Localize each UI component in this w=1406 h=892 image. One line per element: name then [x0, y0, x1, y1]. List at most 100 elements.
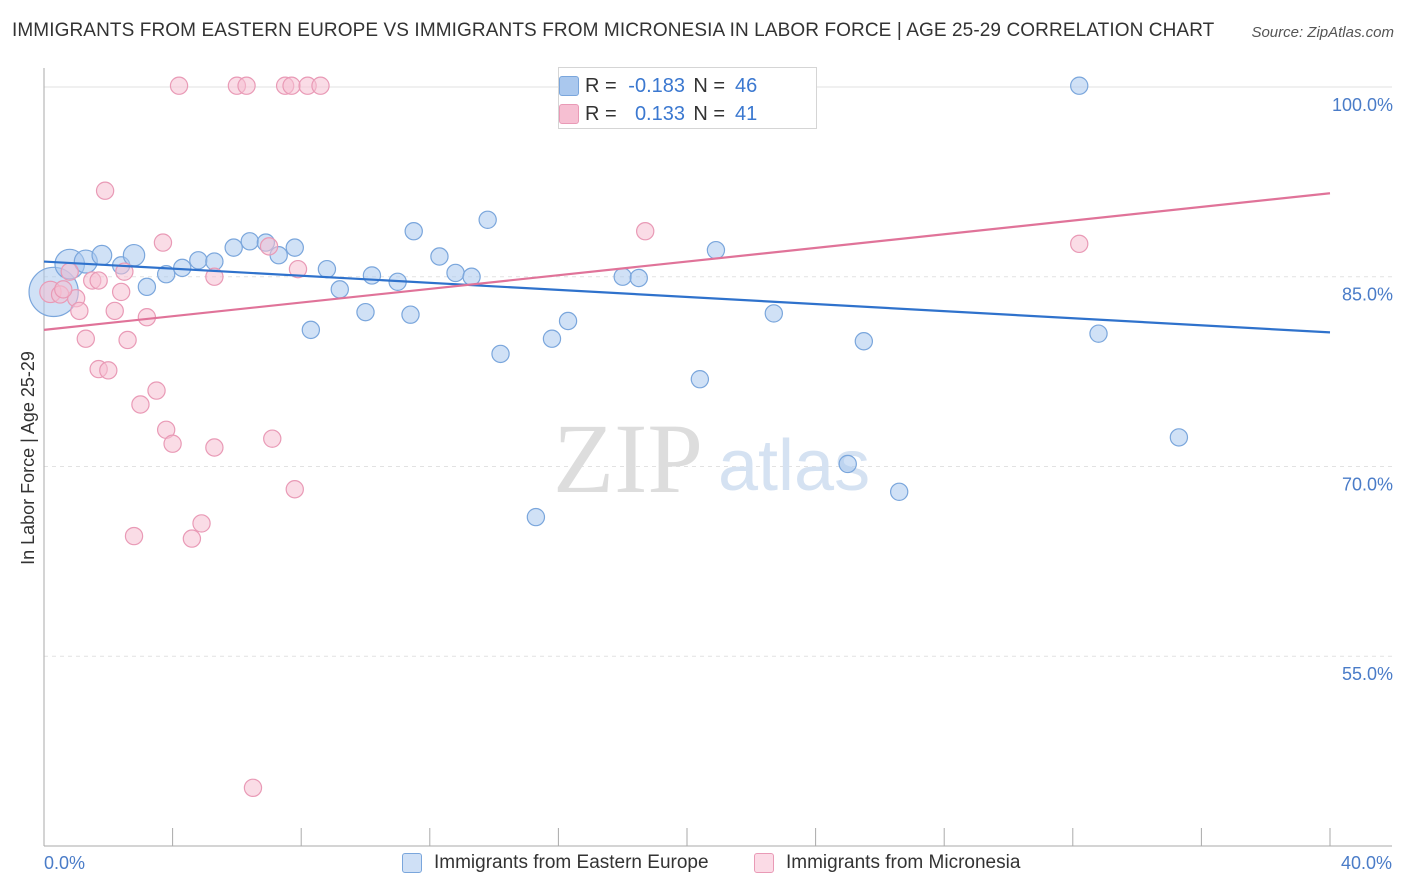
data-point-eastern-europe — [156, 265, 176, 284]
legend-r-label: R = — [585, 74, 617, 97]
legend-swatch-blue — [559, 76, 579, 96]
data-point-eastern-europe — [137, 277, 157, 297]
watermark-zip: ZIP — [553, 403, 703, 514]
data-point-micronesia — [115, 262, 134, 281]
data-point-eastern-europe — [838, 454, 857, 474]
grid-layer — [44, 86, 1392, 657]
legend-r-label: R = — [585, 102, 617, 125]
legend-n-label: N = — [693, 102, 725, 125]
legend-item-micronesia: Immigrants from Micronesia — [754, 852, 1020, 874]
data-point-eastern-europe — [356, 302, 375, 322]
labels-layer: 100.0% 85.0% 70.0% 55.0% 0.0% 40.0% — [44, 95, 1393, 873]
data-point-micronesia — [99, 361, 118, 380]
data-point-micronesia — [118, 330, 137, 350]
data-point-micronesia — [288, 259, 308, 279]
chart-source: Source: ZipAtlas.com — [1251, 24, 1394, 41]
data-point-eastern-europe — [430, 247, 449, 266]
data-point-micronesia — [237, 76, 256, 95]
data-point-micronesia — [54, 280, 73, 299]
legend-swatch-pink — [559, 104, 579, 124]
chart-title: IMMIGRANTS FROM EASTERN EUROPE VS IMMIGR… — [12, 20, 1215, 41]
data-point-micronesia — [263, 429, 282, 448]
data-point-micronesia — [76, 329, 95, 348]
data-point-micronesia — [89, 271, 108, 290]
data-point-micronesia — [259, 237, 279, 256]
legend-item-eastern-europe: Immigrants from Eastern Europe — [402, 852, 709, 874]
data-point-eastern-europe — [317, 259, 337, 279]
data-point-micronesia — [163, 434, 182, 453]
legend-r-value: 0.133 — [634, 102, 685, 125]
series-legend: Immigrants from Eastern Europe Immigrant… — [0, 852, 1406, 878]
legend-row-micronesia: R = 0.133 N = 41 — [559, 101, 758, 127]
data-point-micronesia — [311, 76, 330, 95]
data-point-eastern-europe — [558, 311, 578, 331]
data-point-eastern-europe — [1070, 76, 1089, 95]
data-point-eastern-europe — [224, 238, 243, 257]
data-point-eastern-europe — [401, 305, 420, 324]
data-point-micronesia — [60, 262, 79, 281]
legend-swatch-pink — [754, 853, 774, 873]
y-tick-label: 85.0% — [1342, 285, 1393, 305]
series-micronesia — [39, 76, 1089, 798]
data-point-eastern-europe — [491, 344, 510, 364]
trend-line-eastern-europe — [43, 260, 1331, 334]
data-point-micronesia — [182, 529, 202, 548]
data-point-eastern-europe — [478, 210, 497, 230]
trend-layer — [43, 192, 1331, 334]
data-point-eastern-europe — [189, 251, 208, 270]
data-point-micronesia — [153, 233, 173, 252]
data-point-micronesia — [169, 76, 189, 95]
legend-n-label: N = — [693, 74, 725, 97]
trend-line-micronesia — [43, 192, 1331, 331]
axes-layer — [43, 68, 1392, 847]
data-point-micronesia — [282, 76, 301, 95]
y-tick-label: 55.0% — [1342, 664, 1393, 684]
y-tick-label: 70.0% — [1342, 474, 1393, 494]
points-layer — [28, 76, 1189, 798]
data-point-eastern-europe — [446, 263, 465, 283]
legend-row-eastern-europe: R = -0.183 N = 46 — [559, 73, 758, 99]
y-axis-label: In Labor Force | Age 25-29 — [18, 351, 38, 565]
legend-r-value: -0.183 — [628, 74, 685, 97]
data-point-micronesia — [192, 514, 211, 533]
legend-swatch-blue — [402, 853, 422, 873]
data-point-micronesia — [285, 480, 304, 499]
data-point-eastern-europe — [91, 244, 113, 266]
data-point-eastern-europe — [613, 267, 632, 286]
data-point-eastern-europe — [542, 329, 562, 348]
correlation-legend: R = -0.183 N = 46 R = 0.133 N = 41 — [558, 67, 817, 129]
data-point-micronesia — [243, 778, 263, 798]
data-point-eastern-europe — [889, 482, 909, 501]
data-point-micronesia — [124, 526, 144, 546]
data-point-micronesia — [111, 282, 131, 302]
x-tick-label: 40.0% — [1341, 853, 1392, 873]
data-point-eastern-europe — [764, 304, 784, 323]
data-point-eastern-europe — [629, 268, 648, 288]
data-point-micronesia — [131, 395, 150, 414]
data-point-micronesia — [70, 301, 89, 321]
data-point-eastern-europe — [690, 370, 710, 389]
data-point-micronesia — [1070, 234, 1089, 254]
data-point-eastern-europe — [240, 232, 259, 251]
data-point-eastern-europe — [404, 221, 423, 241]
data-point-eastern-europe — [330, 280, 349, 299]
data-point-micronesia — [95, 181, 115, 200]
data-point-eastern-europe — [285, 238, 304, 257]
y-tick-label: 100.0% — [1332, 95, 1393, 115]
data-point-micronesia — [205, 438, 224, 457]
data-point-eastern-europe — [706, 240, 726, 260]
legend-label-eastern-europe: Immigrants from Eastern Europe — [434, 852, 709, 873]
data-point-eastern-europe — [362, 266, 382, 285]
legend-label-micronesia: Immigrants from Micronesia — [786, 852, 1021, 873]
legend-n-value: 41 — [735, 102, 758, 125]
data-point-eastern-europe — [122, 243, 146, 267]
data-point-micronesia — [636, 221, 655, 241]
data-point-eastern-europe — [301, 320, 321, 340]
data-point-eastern-europe — [854, 332, 874, 351]
legend-n-value: 46 — [735, 74, 758, 97]
data-point-micronesia — [205, 267, 224, 286]
data-point-micronesia — [105, 301, 124, 321]
data-point-eastern-europe — [1169, 428, 1189, 447]
data-point-micronesia — [147, 381, 166, 400]
